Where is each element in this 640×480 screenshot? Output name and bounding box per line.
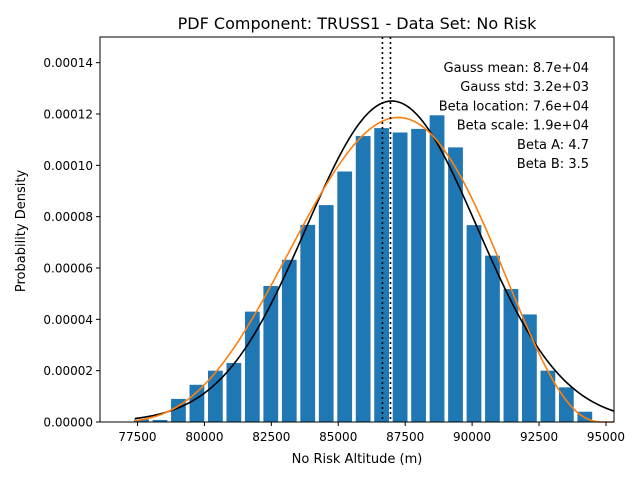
mean-markers	[381, 37, 392, 422]
histogram-bar	[540, 370, 556, 422]
fit-parameter-text: Beta location: 7.6e+04	[439, 99, 589, 114]
histogram-bar	[263, 285, 279, 422]
x-tick-label: 80000	[185, 430, 223, 444]
x-tick-label: 87500	[386, 430, 424, 444]
histogram-bar	[337, 171, 353, 422]
histogram-bars	[134, 115, 593, 423]
x-tick-label: 77500	[118, 430, 156, 444]
y-tick-label: 0.00004	[43, 313, 93, 327]
x-tick-label: 92500	[520, 430, 558, 444]
histogram-bar	[374, 128, 390, 422]
histogram-bar	[503, 289, 519, 422]
chart-title: PDF Component: TRUSS1 - Data Set: No Ris…	[178, 14, 537, 33]
plot-frame	[99, 36, 615, 423]
y-axis-label: Probability Density	[14, 170, 29, 293]
histogram-bar	[244, 311, 260, 422]
histogram-bar	[392, 132, 408, 423]
histogram-bar	[281, 259, 297, 422]
histogram-bar	[411, 128, 426, 423]
histogram-bar	[171, 398, 186, 422]
fit-parameter-text: Beta A: 4.7	[517, 138, 589, 153]
x-tick-label: 85000	[319, 430, 357, 444]
fit-parameter-text: Gauss std: 3.2e+03	[460, 80, 589, 95]
y-tick-label: 0.00008	[43, 210, 93, 224]
histogram-bar	[318, 205, 334, 422]
histogram-bar	[207, 370, 223, 422]
y-tick-label: 0.00012	[43, 108, 93, 122]
histogram-bar	[134, 419, 149, 422]
histogram-bar	[429, 115, 445, 423]
x-axis-label: No Risk Altitude (m)	[292, 452, 423, 467]
y-tick-label: 0.00014	[43, 56, 93, 70]
x-tick-label: 90000	[453, 430, 491, 444]
fit-parameter-text: Gauss mean: 8.7e+04	[444, 61, 589, 76]
histogram-bar	[189, 384, 205, 422]
y-tick-label: 0.00000	[43, 416, 93, 430]
x-tick-label: 82500	[252, 430, 290, 444]
histogram-bar	[466, 225, 482, 422]
histogram-bar	[300, 224, 316, 422]
x-axis-ticks: 77500 80000 82500 85000 87500 90000 92500 95000	[118, 422, 625, 444]
histogram-bar	[355, 136, 371, 422]
y-tick-label: 0.00002	[43, 364, 93, 378]
fit-parameter-text: Beta B: 3.5	[517, 157, 589, 172]
x-tick-label: 95000	[587, 430, 625, 444]
y-axis-ticks: 0.00000 0.00002 0.00004 0.00006 0.00008 0.000…	[43, 56, 100, 430]
beta-fit-curve	[134, 116, 614, 423]
fit-parameter-annotations: Gauss mean: 8.7e+04 Gauss std: 3.2e+03 Bet…	[439, 61, 589, 172]
histogram-bar	[485, 255, 500, 422]
y-tick-label: 0.00006	[43, 262, 93, 276]
fit-parameter-text: Beta scale: 1.9e+04	[457, 119, 589, 134]
histogram-bar	[152, 419, 168, 422]
fit-curves	[134, 100, 615, 423]
histogram-bar	[448, 147, 463, 422]
y-tick-label: 0.00010	[43, 159, 93, 173]
histogram-bar	[226, 362, 242, 422]
